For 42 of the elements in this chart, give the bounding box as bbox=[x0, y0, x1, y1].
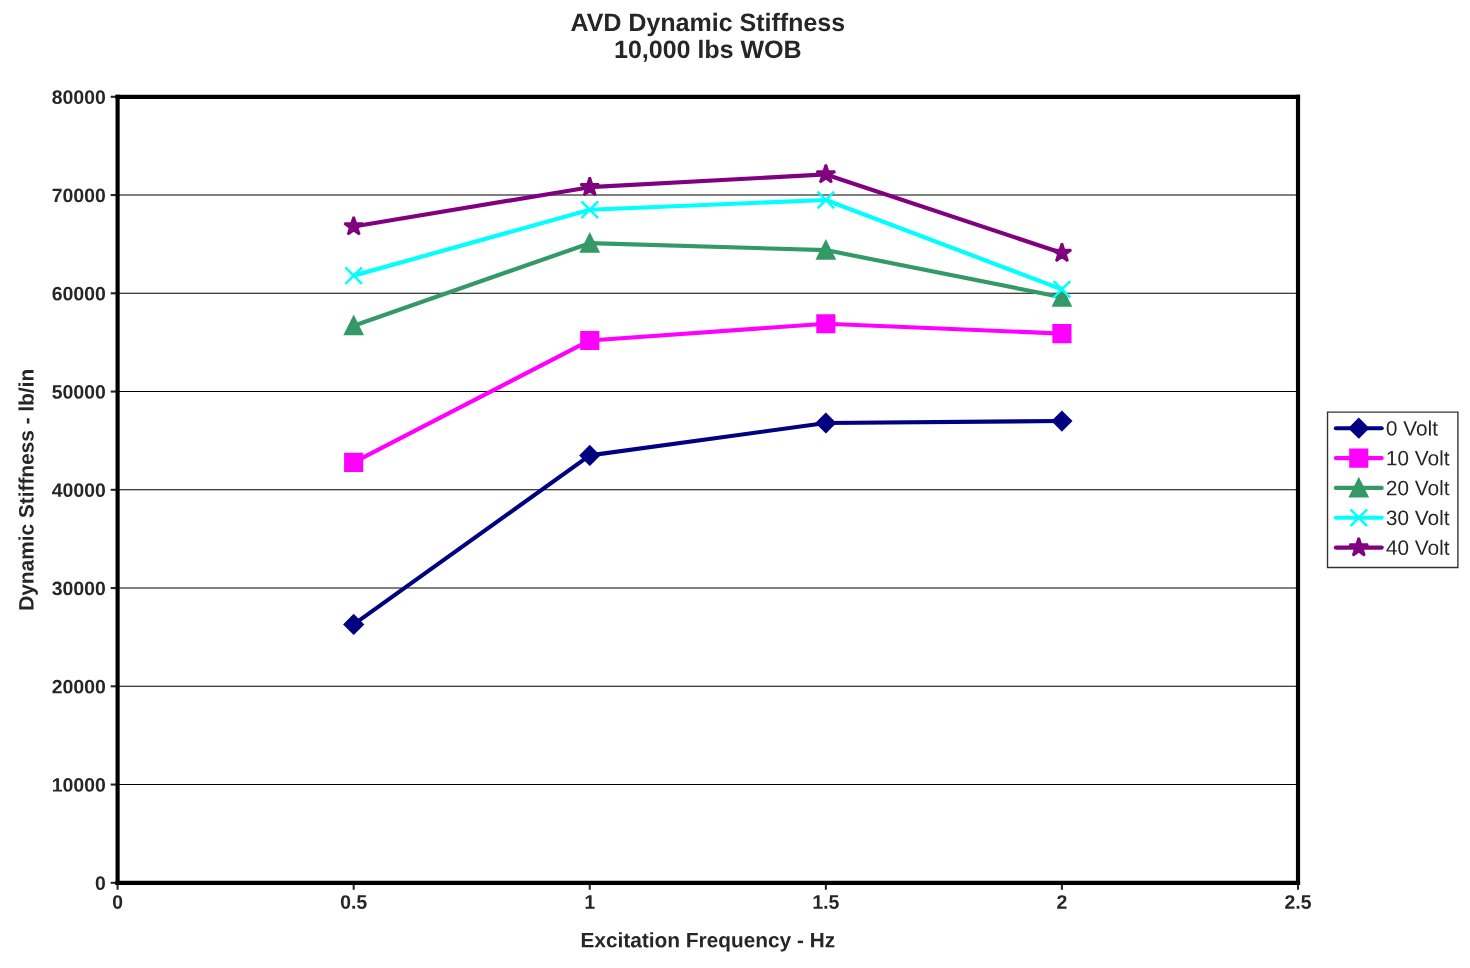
y-tick-label: 70000 bbox=[52, 188, 105, 203]
x-tick-label: 2.5 bbox=[1285, 895, 1311, 909]
x-axis-title: Excitation Frequency - Hz bbox=[581, 932, 835, 952]
point bbox=[580, 330, 600, 351]
point bbox=[815, 163, 837, 184]
x-tick-label: 1.5 bbox=[813, 895, 839, 909]
point bbox=[1051, 410, 1073, 432]
point bbox=[579, 445, 600, 466]
legend-label: 40 Volt bbox=[1386, 539, 1450, 556]
point bbox=[344, 452, 364, 472]
y-tick-label: 10000 bbox=[52, 778, 105, 792]
y-tick-label: 80000 bbox=[52, 90, 105, 105]
point bbox=[344, 316, 364, 336]
y-tick-label: 30000 bbox=[52, 581, 105, 596]
point bbox=[1051, 242, 1073, 263]
point bbox=[1052, 279, 1072, 299]
point bbox=[344, 266, 364, 286]
legend-label: 0 Volt bbox=[1386, 420, 1438, 436]
y-tick-label: 0 bbox=[95, 876, 105, 891]
legend-label: 10 Volt bbox=[1387, 450, 1450, 466]
x-tick-label: 1 bbox=[585, 895, 595, 909]
x-tick-label: 0 bbox=[112, 895, 123, 909]
y-tick-label: 60000 bbox=[52, 286, 105, 301]
chart-title: AVD Dynamic Stiffness 10,000 lbs WOB bbox=[571, 12, 845, 62]
y-axis-title: Dynamic Stiffness - lb/in bbox=[18, 370, 38, 610]
point bbox=[816, 240, 836, 260]
point bbox=[579, 176, 601, 197]
point bbox=[580, 200, 600, 220]
x-tick-label: 0.5 bbox=[340, 895, 367, 909]
point bbox=[816, 190, 836, 210]
point bbox=[816, 314, 836, 334]
point bbox=[580, 233, 600, 253]
legend-label: 30 Volt bbox=[1386, 509, 1450, 526]
legend-label: 20 Volt bbox=[1386, 480, 1450, 496]
point bbox=[815, 412, 836, 434]
point bbox=[1052, 324, 1072, 344]
y-tick-label: 50000 bbox=[52, 385, 105, 399]
x-tick-label: 2 bbox=[1057, 895, 1067, 909]
y-tick-label: 20000 bbox=[52, 679, 105, 694]
y-tick-label: 40000 bbox=[52, 483, 105, 498]
point bbox=[343, 215, 365, 236]
point bbox=[343, 614, 364, 635]
